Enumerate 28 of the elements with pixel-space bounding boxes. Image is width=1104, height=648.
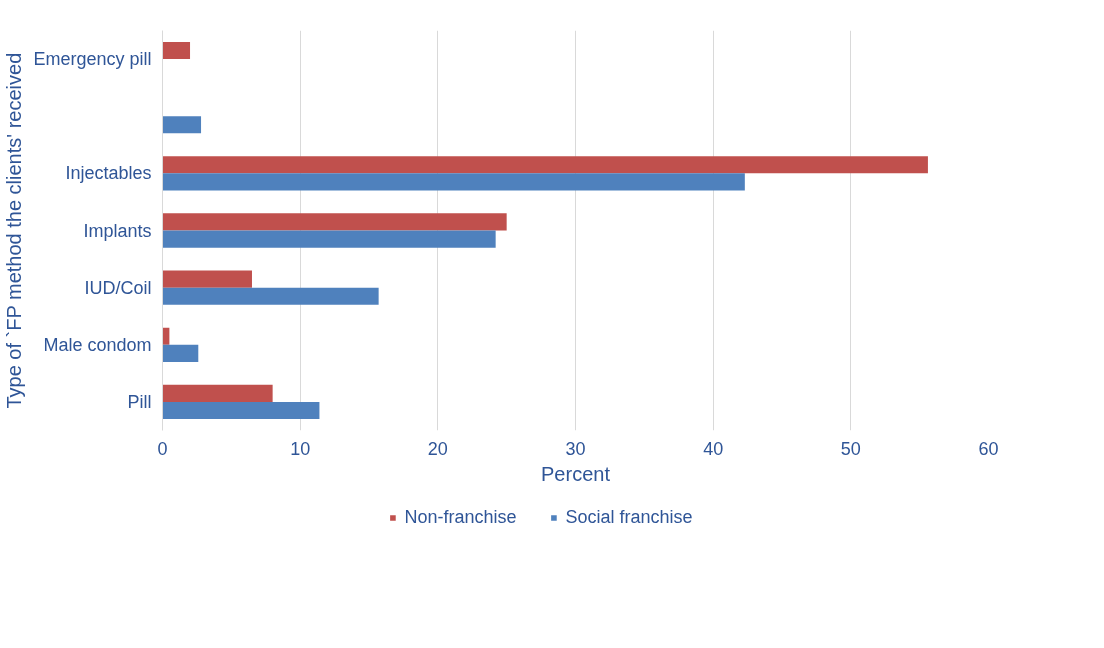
bar <box>162 116 202 134</box>
x-tick-label: 40 <box>703 438 724 459</box>
x-tick-label: 60 <box>978 438 999 459</box>
bar <box>162 384 273 402</box>
y-tick-label: Pill <box>127 391 152 412</box>
legend-label: Non-franchise <box>404 506 517 528</box>
y-tick-label: Emergency pill <box>33 49 152 70</box>
bar <box>162 230 496 248</box>
y-tick-label: Implants <box>83 220 152 241</box>
y-axis-title: Type of `FP method the clients' received <box>3 52 26 409</box>
bar <box>162 41 191 60</box>
bar <box>162 401 320 420</box>
bar <box>162 344 199 362</box>
bar <box>162 287 379 305</box>
bar <box>162 156 928 174</box>
legend-label: Social franchise <box>565 506 693 528</box>
x-tick-label: 50 <box>840 438 861 459</box>
y-tick-label: Injectables <box>65 163 152 184</box>
x-tick-label: 30 <box>565 438 586 459</box>
y-tick-label: Male condom <box>43 334 152 355</box>
bar <box>162 173 745 191</box>
y-tick-label: IUD/Coil <box>84 277 152 298</box>
x-tick-label: 0 <box>157 438 168 459</box>
x-tick-label: 10 <box>290 438 311 459</box>
bar <box>162 213 507 231</box>
x-axis-title: Percent <box>541 462 611 485</box>
bar <box>162 270 252 288</box>
x-tick-label: 20 <box>427 438 448 459</box>
